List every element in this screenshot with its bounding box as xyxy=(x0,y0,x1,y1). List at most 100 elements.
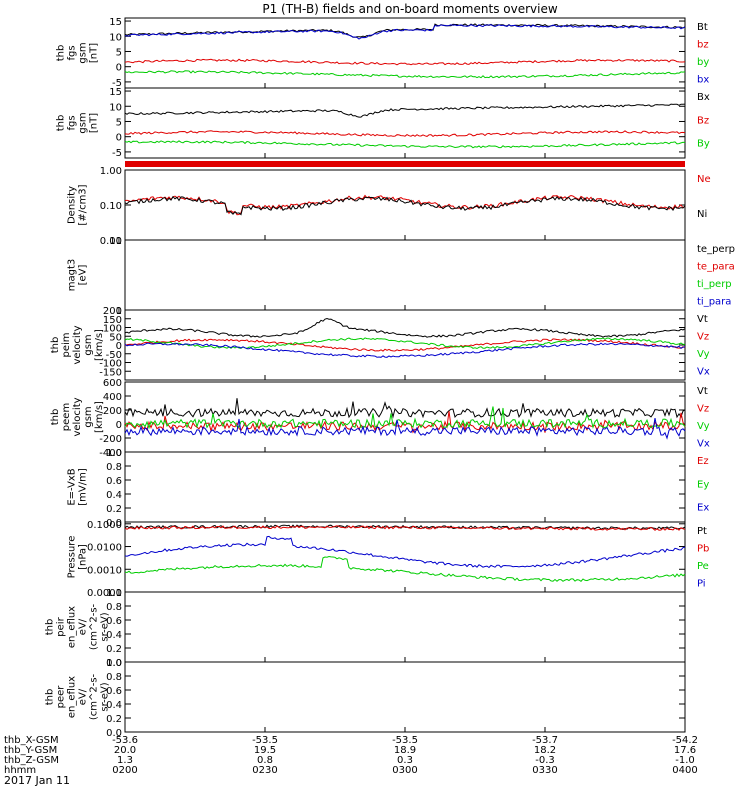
ephemeris-label: thb_X-GSM xyxy=(4,735,59,746)
y-axis-label: [#/cm3] xyxy=(78,184,89,225)
series-line-Vz xyxy=(124,411,686,434)
panel-3: 1.00 0.10 0.01 Density [#/cm3] Ne Ni xyxy=(67,166,711,247)
ephemeris-value: 0400 xyxy=(672,765,697,776)
panel-6: 600 400 200 0 -200 -400 thb peem velocity gsm [km/… xyxy=(50,378,710,459)
panel-frame xyxy=(124,521,686,593)
panel-frame xyxy=(124,17,686,89)
series-line-By xyxy=(124,140,686,149)
y-axis-label: velocity xyxy=(72,397,83,436)
y-tick-label: 400 xyxy=(103,392,122,403)
series-line-Vy xyxy=(124,406,686,430)
y-tick-label: 0.0100 xyxy=(87,543,122,554)
y-axis-label: [eV] xyxy=(78,265,89,286)
y-tick-label: 200 xyxy=(103,306,122,317)
legend-ti_perp: ti_perp xyxy=(697,279,732,290)
y-tick-label: 1.0 xyxy=(106,448,122,459)
y-tick-label: 0.0 xyxy=(106,728,122,739)
y-axis-label: thb xyxy=(45,689,56,706)
panel-frame xyxy=(124,451,686,523)
y-axis-label: [nT] xyxy=(89,43,100,63)
y-axis-label: sr-eV) xyxy=(100,612,111,641)
y-tick-label: 0.0010 xyxy=(87,565,122,576)
legend-Vx: Vx xyxy=(697,367,710,378)
legend-by: by xyxy=(697,57,709,68)
ephemeris-value: -53.7 xyxy=(532,735,558,746)
y-axis-label: eV/ xyxy=(78,618,89,635)
y-tick-label: 1.00 xyxy=(100,166,122,177)
y-axis-label: fgs xyxy=(67,45,78,60)
series-line-Bx xyxy=(124,103,686,118)
y-tick-label: 0.8 xyxy=(106,602,122,613)
y-tick-label: 1 xyxy=(116,306,122,317)
panel-frame xyxy=(124,239,686,311)
series-line-bx xyxy=(124,24,686,40)
ephemeris-value: 18.9 xyxy=(394,745,416,756)
y-axis-label: peim xyxy=(61,332,72,357)
legend-Pe: Pe xyxy=(697,561,709,572)
legend-bz: bz xyxy=(697,40,709,51)
y-axis-label: thb xyxy=(45,619,56,636)
y-axis-label: (cm^2-s- xyxy=(89,673,100,720)
ephemeris-label: hhmm xyxy=(4,765,36,776)
y-tick-label: 0.4 xyxy=(106,700,122,711)
y-tick-label: 0.2 xyxy=(106,644,122,655)
legend-ti_para: ti_para xyxy=(697,297,731,308)
panel-1: 15 10 5 0 -5 thb fgs gsm [nT] Bt bz by bx xyxy=(56,17,710,89)
legend-Ex: Ex xyxy=(697,503,709,514)
ephemeris-value: 0330 xyxy=(532,765,557,776)
y-tick-label: 0 xyxy=(116,420,122,431)
y-axis-label: magt3 xyxy=(67,259,78,292)
panel-4: 10 1 magt3 [eV] te_perp te_para ti_perp ti_para xyxy=(67,236,736,317)
legend-Vt: Vt xyxy=(697,314,708,325)
y-tick-label: 0.8 xyxy=(106,462,122,473)
y-axis-label: sr-eV) xyxy=(100,682,111,711)
y-axis-label: en_eflux xyxy=(67,606,78,648)
legend-Pi: Pi xyxy=(697,579,706,590)
legend-Vt: Vt xyxy=(697,386,708,397)
y-axis-label: thb xyxy=(56,115,67,132)
legend-Vz: Vz xyxy=(697,404,709,415)
series-line-Pe xyxy=(124,555,686,582)
legend-Vy: Vy xyxy=(697,349,710,360)
y-tick-label: 0 xyxy=(116,133,122,144)
y-axis-label: peem xyxy=(61,403,72,431)
legend-Bx: Bx xyxy=(697,92,710,103)
y-axis-label: eV/ xyxy=(78,688,89,705)
legend-Ne: Ne xyxy=(697,174,711,185)
legend-Bt: Bt xyxy=(697,22,708,33)
y-tick-label: 10 xyxy=(109,236,122,247)
legend-Vy: Vy xyxy=(697,421,710,432)
panel-frame xyxy=(124,87,686,159)
y-tick-label: 0.10 xyxy=(100,201,122,212)
ephemeris-value: -53.5 xyxy=(392,735,418,746)
y-axis-label: gsm xyxy=(78,42,89,63)
legend-By: By xyxy=(697,139,710,150)
y-tick-label: 50 xyxy=(109,332,122,343)
ephemeris-value: -1.0 xyxy=(675,755,695,766)
panel-frame xyxy=(124,381,686,453)
y-tick-label: 0.1000 xyxy=(87,520,122,531)
y-axis-label: Pressure xyxy=(67,536,78,579)
y-axis-label: [nPa] xyxy=(78,544,89,570)
legend-Vx: Vx xyxy=(697,439,710,450)
y-tick-label: 600 xyxy=(103,378,122,389)
y-tick-label: 0.01 xyxy=(100,236,122,247)
ephemeris-value: 20.0 xyxy=(114,745,136,756)
series-line-Vy xyxy=(124,337,686,350)
series-line-Vt xyxy=(124,317,686,338)
ephemeris-value: 18.2 xyxy=(534,745,556,756)
legend-Pb: Pb xyxy=(697,544,709,555)
ephemeris-label: thb_Z-GSM xyxy=(4,755,59,766)
panel-10: 1.0 0.8 0.6 0.4 0.2 0.0 thb peer en_eflux eV/(cm^… xyxy=(45,658,686,739)
panel-frame xyxy=(124,591,686,663)
y-tick-label: 0 xyxy=(116,341,122,352)
y-tick-label: 0.4 xyxy=(106,630,122,641)
y-tick-label: 15 xyxy=(109,87,122,98)
series-line-by xyxy=(124,70,686,79)
y-axis-label: thb xyxy=(50,409,61,426)
y-tick-label: 100 xyxy=(103,324,122,335)
y-axis-label: en_eflux xyxy=(67,676,78,718)
y-axis-label: gsm xyxy=(83,334,94,355)
